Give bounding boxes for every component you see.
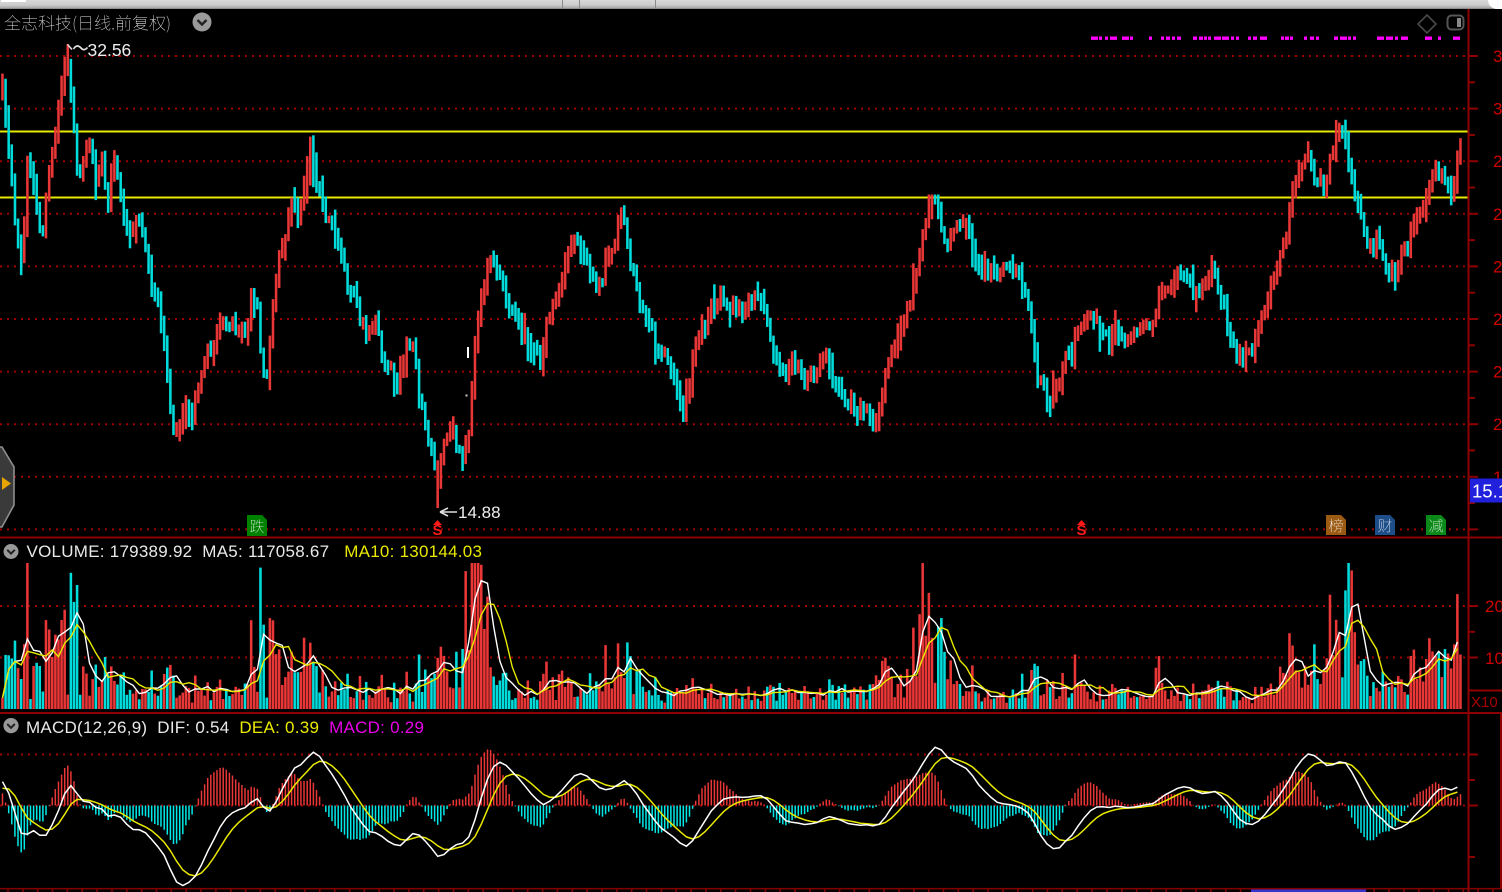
svg-text:2: 2	[1493, 310, 1502, 329]
svg-text:2: 2	[1493, 415, 1502, 434]
svg-text:S: S	[433, 522, 443, 539]
svg-text:S: S	[1077, 522, 1087, 539]
svg-text:20: 20	[1485, 597, 1502, 616]
svg-text:10: 10	[1485, 649, 1502, 668]
svg-text:2: 2	[1493, 205, 1502, 224]
svg-text:3: 3	[1493, 100, 1502, 119]
svg-text:2: 2	[1493, 363, 1502, 382]
svg-text:3: 3	[1493, 47, 1502, 66]
svg-text:X10: X10	[1471, 694, 1498, 711]
svg-text:15.1: 15.1	[1472, 481, 1502, 502]
svg-text:2: 2	[1493, 152, 1502, 171]
svg-text:32.56: 32.56	[88, 40, 132, 60]
svg-text:14.88: 14.88	[458, 503, 501, 522]
svg-text:2: 2	[1493, 257, 1502, 276]
svg-text:1: 1	[1493, 468, 1502, 487]
